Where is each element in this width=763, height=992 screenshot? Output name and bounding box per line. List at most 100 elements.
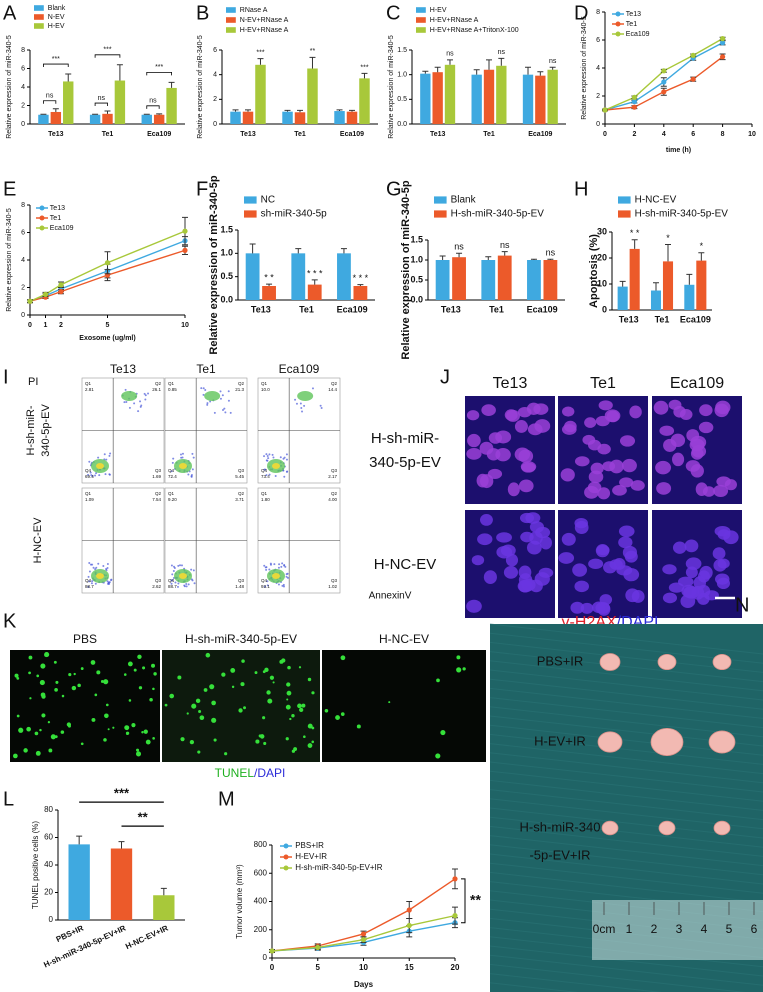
nucleus bbox=[479, 441, 494, 455]
bar bbox=[307, 68, 318, 124]
quadrant-value: 72.4 bbox=[168, 474, 177, 479]
event bbox=[268, 568, 271, 571]
quadrant-value: 2.81 bbox=[85, 387, 94, 392]
event bbox=[266, 584, 269, 587]
nucleus bbox=[597, 443, 611, 455]
bar bbox=[535, 75, 546, 124]
nucleus bbox=[698, 421, 714, 434]
error-bar bbox=[156, 113, 163, 115]
nucleus bbox=[521, 462, 536, 473]
quadrant-value: 1.80 bbox=[261, 497, 270, 502]
event bbox=[180, 564, 183, 567]
error-bar bbox=[501, 251, 508, 256]
event bbox=[301, 410, 304, 413]
point bbox=[690, 76, 696, 82]
significance-label: * * * bbox=[307, 268, 323, 278]
significance-label: ns bbox=[98, 95, 106, 102]
panel-letter: E bbox=[3, 178, 16, 200]
y-tick-label: 200 bbox=[254, 925, 268, 934]
x-tick-label: 2 bbox=[59, 322, 63, 329]
event bbox=[190, 475, 193, 478]
bar bbox=[497, 255, 512, 300]
column-label: Eca109 bbox=[670, 375, 724, 392]
quadrant-value: 0.85 bbox=[168, 387, 177, 392]
x-axis-title: Exosome (ug/ml) bbox=[79, 335, 135, 342]
tunel-signal bbox=[123, 673, 127, 676]
legend-label: H-EV+IR bbox=[295, 852, 327, 861]
x-axis-title: Days bbox=[354, 980, 374, 989]
bar bbox=[89, 114, 101, 124]
x-tick-label: H-NC-EV+IR bbox=[124, 923, 170, 951]
point bbox=[104, 260, 111, 266]
significance-label: ns bbox=[46, 93, 54, 100]
tunel-signal bbox=[149, 698, 153, 702]
tunel-signal bbox=[198, 710, 202, 714]
tumor bbox=[658, 820, 676, 836]
quadrant-value: 93.1 bbox=[261, 584, 270, 589]
nucleus bbox=[619, 477, 634, 488]
nucleus bbox=[712, 547, 726, 560]
event bbox=[88, 460, 91, 463]
tunel-signal bbox=[26, 726, 31, 732]
tunel-signal bbox=[28, 671, 31, 675]
column-label: PBS bbox=[73, 632, 97, 646]
event bbox=[170, 470, 173, 473]
nucleus bbox=[584, 417, 597, 428]
event bbox=[94, 474, 97, 477]
fabric-texture bbox=[489, 669, 763, 701]
event bbox=[90, 582, 93, 585]
nucleus bbox=[716, 476, 731, 487]
x-tick-label: Eca109 bbox=[337, 304, 368, 314]
tunel-signal bbox=[143, 729, 148, 734]
point bbox=[631, 94, 638, 100]
bar bbox=[153, 895, 175, 920]
event bbox=[143, 392, 146, 395]
event bbox=[265, 568, 268, 571]
tunel-signal bbox=[141, 731, 144, 734]
event bbox=[192, 456, 195, 459]
x-tick-label: 5 bbox=[316, 963, 321, 972]
point bbox=[182, 228, 188, 234]
legend-label: Eca109 bbox=[626, 31, 650, 38]
y-tick-label: 4 bbox=[596, 65, 600, 72]
tunel-signal bbox=[153, 672, 157, 676]
row-label: PBS+IR bbox=[537, 653, 584, 668]
bar bbox=[230, 111, 241, 124]
x-tick-label: 15 bbox=[405, 963, 414, 972]
event bbox=[303, 404, 306, 407]
bar bbox=[696, 260, 707, 310]
error-bar bbox=[686, 273, 693, 285]
legend-label: H-sh-miR-340-5p-EV bbox=[635, 209, 729, 220]
fabric-texture bbox=[489, 623, 763, 655]
event bbox=[183, 585, 186, 588]
series-line bbox=[604, 37, 723, 111]
event bbox=[282, 585, 285, 588]
ruler-label: 6 bbox=[751, 922, 758, 936]
event bbox=[110, 578, 113, 581]
row-label: H-sh-miR- bbox=[371, 430, 439, 447]
nucleus bbox=[505, 553, 519, 567]
tunel-signal bbox=[259, 734, 265, 739]
nucleus bbox=[663, 438, 677, 452]
event bbox=[227, 399, 230, 402]
event bbox=[221, 394, 224, 397]
error-bar bbox=[653, 282, 659, 291]
event bbox=[191, 452, 194, 455]
tunel-signal bbox=[133, 668, 137, 672]
row-label: H-sh-miR-340 bbox=[520, 819, 601, 834]
tunel-signal bbox=[152, 687, 155, 691]
legend-swatch bbox=[618, 210, 631, 218]
tunel-signal bbox=[68, 673, 72, 677]
nucleus bbox=[653, 400, 669, 415]
nucleus bbox=[659, 425, 675, 436]
tunel-signal bbox=[266, 690, 271, 695]
y-tick-label: 20 bbox=[44, 888, 53, 897]
bar bbox=[684, 284, 695, 310]
event bbox=[187, 473, 190, 476]
nucleus bbox=[714, 403, 729, 418]
y-tick-label: 4 bbox=[213, 72, 217, 79]
legend-label: H-sh-miR-340-5p-EV+IR bbox=[295, 863, 383, 872]
bar bbox=[543, 260, 558, 300]
event bbox=[286, 470, 289, 473]
y-axis-title: Tumor volume (mm³) bbox=[235, 864, 244, 939]
